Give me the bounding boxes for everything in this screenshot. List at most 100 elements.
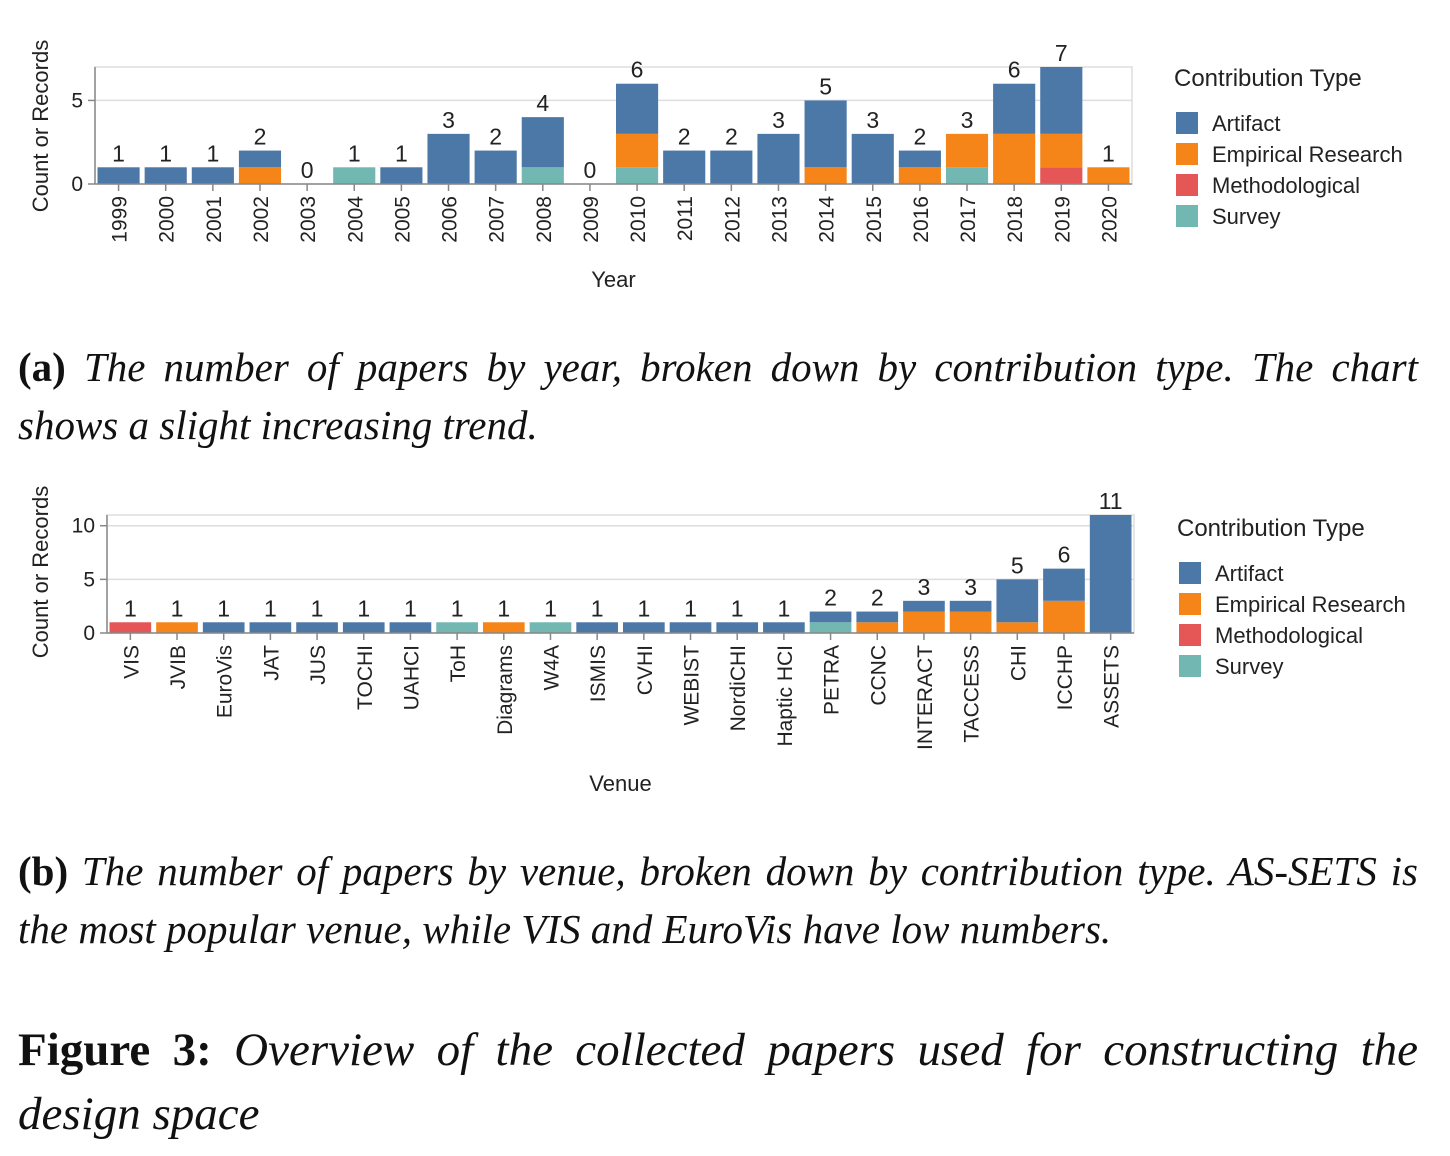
x-tick-label-2001: 2001 [203,196,226,243]
bar-jus-artifact [296,622,338,633]
x-axis-title: Year [591,267,635,292]
total-label-2009: 0 [584,157,597,183]
x-tick-label-toh: ToH [447,645,470,682]
legend-swatch-empirical-research [1176,143,1198,165]
x-tick-label-jvib: JVIB [167,645,190,689]
y-tick-label-0: 0 [71,173,83,196]
bar-uahci-artifact [389,622,432,633]
y-tick-label-10: 10 [72,515,95,538]
bar-2017-empirical-research [945,133,989,168]
bar-2011-artifact [663,150,706,184]
bar-1999-artifact [97,167,140,184]
y-axis-title: Count or Records [28,40,53,212]
legend-label-methodological: Methodological [1215,623,1363,648]
total-label-2010: 6 [631,57,644,83]
bar-2002-empirical-research [238,167,282,184]
total-label-2019: 7 [1055,40,1068,66]
x-tick-label-chi: CHI [1007,645,1030,681]
total-label-nordichi: 1 [731,595,744,621]
total-label-1999: 1 [112,140,125,166]
x-tick-label-icchp: ICCHP [1054,645,1077,710]
total-label-2003: 0 [301,157,314,183]
total-label-assets: 11 [1099,488,1123,514]
total-label-uahci: 1 [404,595,417,621]
legend-label-artifact: Artifact [1215,561,1283,586]
legend-label-empirical-research: Empirical Research [1215,592,1406,617]
bar-2018-artifact [993,83,1036,134]
x-tick-label-2012: 2012 [721,196,744,243]
bar-toh-survey [436,622,478,633]
bar-2019-artifact [1040,67,1083,134]
total-label-jat: 1 [264,595,277,621]
bar-chi-empirical-research [996,622,1039,633]
figure-caption-label: Figure 3: [18,1024,212,1076]
bar-icchp-empirical-research [1043,600,1085,633]
total-label-jus: 1 [311,595,324,621]
bar-jat-artifact [249,622,292,633]
total-label-2004: 1 [348,140,361,166]
bar-2014-artifact [804,100,847,168]
caption-a-text: The number of papers by year, broken dow… [18,344,1418,448]
x-tick-label-2006: 2006 [439,196,462,243]
legend-swatch-artifact [1179,562,1201,584]
total-label-2015: 3 [866,107,879,133]
total-label-2000: 1 [159,140,172,166]
bar-icchp-artifact [1043,568,1085,601]
legend-swatch-survey [1179,655,1201,677]
bar-petra-survey [809,622,852,633]
bar-2004-survey [333,167,376,184]
caption-a: (a) The number of papers by year, broken… [18,338,1418,454]
bar-2008-survey [521,167,564,184]
x-tick-label-w4a: W4A [540,645,563,691]
x-tick-label-2014: 2014 [816,196,839,243]
bar-2005-artifact [380,167,423,184]
bar-2014-empirical-research [804,167,847,184]
total-label-w4a: 1 [544,595,557,621]
x-tick-label-nordichi: NordiCHI [727,645,750,731]
bar-chi-artifact [996,579,1039,623]
legend-label-survey: Survey [1215,654,1283,679]
total-label-2014: 5 [819,73,832,99]
total-label-2001: 1 [206,140,219,166]
figure-caption: Figure 3: Overview of the collected pape… [18,1018,1418,1146]
x-tick-label-2015: 2015 [863,196,886,243]
caption-b-text: The number of papers by venue, broken do… [18,848,1418,952]
bar-haptic-hci-artifact [763,622,805,633]
bar-interact-artifact [903,600,945,612]
x-tick-label-ismis: ISMIS [587,645,610,702]
bar-2019-empirical-research [1040,133,1083,168]
total-label-eurovis: 1 [217,595,230,621]
total-label-webist: 1 [684,595,697,621]
legend-swatch-methodological [1176,174,1198,196]
x-tick-label-2000: 2000 [156,196,179,243]
x-tick-label-2009: 2009 [580,196,603,243]
legend-title: Contribution Type [1177,515,1365,542]
bar-2008-artifact [521,117,564,168]
x-tick-label-interact: INTERACT [914,645,937,750]
bar-nordichi-artifact [716,622,759,633]
legend-label-empirical-research: Empirical Research [1212,142,1403,167]
legend-swatch-empirical-research [1179,593,1201,615]
x-tick-label-petra: PETRA [821,645,844,715]
chart-by-venue: 0 5 10 1 VIS 1 JVIB 1 EuroVis 1 JAT 1 JUS 1 TOCHI 1 UAHC… [28,486,1406,796]
y-tick-label-5: 5 [83,568,95,591]
total-label-2018: 6 [1008,57,1021,83]
legend-label-artifact: Artifact [1212,111,1280,136]
caption-b-label: (b) [18,848,69,894]
x-tick-label-2007: 2007 [486,196,509,243]
x-tick-label-webist: WEBIST [681,645,704,726]
total-label-ismis: 1 [591,595,604,621]
x-tick-label-2002: 2002 [250,196,273,243]
total-label-interact: 3 [918,574,931,600]
bar-2017-survey [945,167,989,184]
total-label-2011: 2 [678,124,691,150]
bar-taccess-empirical-research [949,611,992,633]
total-label-2017: 3 [961,107,974,133]
total-label-2008: 4 [536,90,549,116]
y-axis-title: Count or Records [28,486,53,658]
x-tick-label-2005: 2005 [391,196,414,243]
bar-2013-artifact [757,133,800,184]
x-tick-label-jus: JUS [307,645,330,685]
bar-assets-artifact [1089,515,1132,633]
x-tick-label-jat: JAT [260,645,283,681]
